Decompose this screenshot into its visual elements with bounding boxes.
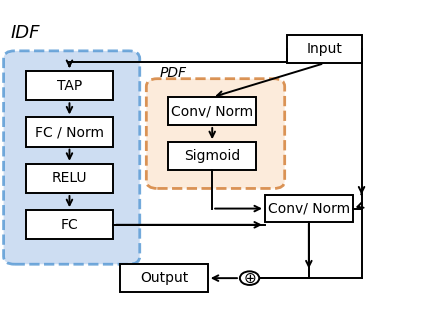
FancyBboxPatch shape (287, 35, 362, 63)
Text: IDF: IDF (10, 24, 40, 41)
FancyBboxPatch shape (265, 195, 353, 222)
FancyBboxPatch shape (26, 210, 114, 240)
FancyBboxPatch shape (26, 164, 114, 193)
FancyBboxPatch shape (26, 71, 114, 100)
FancyBboxPatch shape (120, 264, 208, 292)
Text: FC / Norm: FC / Norm (35, 125, 104, 139)
Text: Output: Output (140, 271, 188, 285)
FancyBboxPatch shape (146, 79, 285, 188)
Text: Conv/ Norm: Conv/ Norm (268, 202, 350, 216)
Circle shape (240, 271, 259, 285)
FancyBboxPatch shape (168, 97, 256, 125)
Text: TAP: TAP (57, 79, 82, 93)
Text: $\oplus$: $\oplus$ (243, 271, 256, 286)
Text: Conv/ Norm: Conv/ Norm (171, 104, 253, 118)
Text: PDF: PDF (160, 66, 187, 80)
Text: RELU: RELU (52, 171, 87, 185)
Text: Sigmoid: Sigmoid (184, 149, 240, 163)
Text: FC: FC (61, 218, 78, 232)
FancyBboxPatch shape (26, 117, 114, 147)
FancyBboxPatch shape (168, 142, 256, 170)
Text: Input: Input (306, 42, 342, 56)
FancyBboxPatch shape (4, 51, 140, 264)
